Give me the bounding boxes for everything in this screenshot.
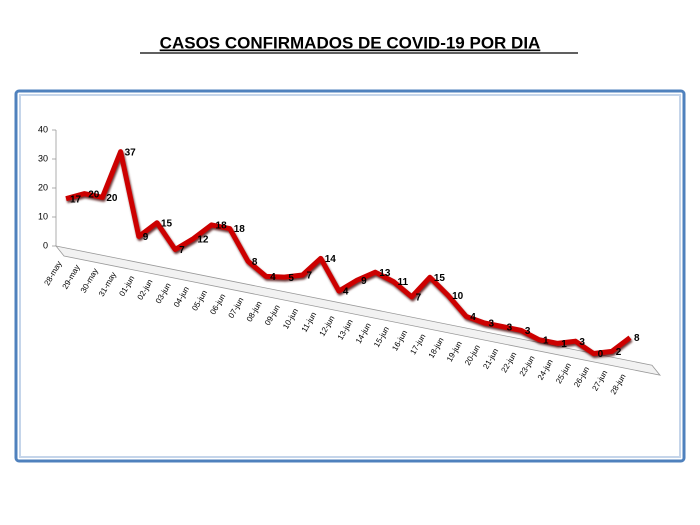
- data-label: 7: [179, 245, 185, 256]
- data-label: 7: [416, 292, 422, 303]
- y-tick-label: 10: [38, 211, 48, 221]
- y-tick-label: 0: [43, 240, 48, 250]
- data-label: 4: [343, 287, 349, 298]
- data-label: 18: [234, 224, 246, 235]
- data-label: 4: [470, 312, 476, 323]
- data-label: 15: [434, 273, 446, 284]
- data-label: 37: [125, 147, 137, 158]
- data-label: 13: [379, 268, 391, 279]
- data-label: 10: [452, 291, 464, 302]
- y-tick-label: 30: [38, 153, 48, 163]
- data-label: 5: [288, 273, 294, 284]
- data-label: 18: [216, 221, 228, 232]
- data-label: 3: [488, 319, 494, 330]
- data-label: 12: [197, 234, 209, 245]
- chart-title: CASOS CONFIRMADOS DE COVID-19 POR DIA: [160, 33, 541, 52]
- data-label: 2: [616, 347, 622, 358]
- data-label: 7: [307, 271, 313, 282]
- data-label: 3: [525, 326, 531, 337]
- data-label: 1: [561, 339, 567, 350]
- data-label: 17: [70, 194, 82, 205]
- y-tick-label: 20: [38, 182, 48, 192]
- data-label: 0: [598, 349, 604, 360]
- data-label: 9: [361, 276, 367, 287]
- y-tick-label: 40: [38, 124, 48, 134]
- data-label: 15: [161, 218, 173, 229]
- data-label: 3: [507, 322, 513, 333]
- data-label: 1: [543, 335, 549, 346]
- floor: [55, 245, 661, 376]
- data-label: 8: [252, 257, 258, 268]
- data-label: 8: [634, 333, 640, 344]
- data-label: 11: [397, 277, 408, 288]
- data-label: 4: [270, 272, 276, 283]
- series-line: [65, 149, 632, 357]
- data-label: 20: [106, 193, 118, 204]
- data-label: 3: [579, 337, 585, 348]
- data-label: 14: [325, 254, 337, 265]
- chart-frame-inner: [19, 94, 681, 458]
- chart-frame: [14, 89, 686, 463]
- data-label: 20: [88, 189, 100, 200]
- data-label: 9: [143, 232, 149, 243]
